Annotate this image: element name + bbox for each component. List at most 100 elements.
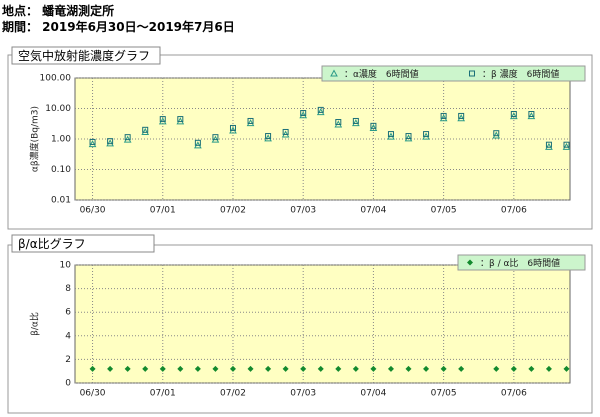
beta-point bbox=[265, 133, 272, 140]
beta-point bbox=[177, 116, 184, 123]
ratio-point bbox=[300, 365, 307, 372]
beta-point bbox=[335, 119, 342, 126]
x-tick-label: 07/03 bbox=[290, 206, 316, 216]
y-tick-label: 6 bbox=[65, 308, 71, 318]
beta-point bbox=[317, 106, 324, 113]
alpha-point bbox=[106, 139, 114, 147]
period: 期間： 2019年6月30日～2019年7月6日 bbox=[2, 20, 235, 34]
y-axis-label: β/α比 bbox=[29, 312, 41, 336]
legend-label: ：β / α比 6時間値 bbox=[480, 257, 560, 269]
ratio-point bbox=[563, 365, 570, 372]
alpha-point bbox=[246, 119, 255, 127]
ratio-point bbox=[247, 365, 254, 372]
y-tick-label: 2 bbox=[65, 355, 71, 365]
alpha-point bbox=[562, 142, 571, 150]
beta-point bbox=[229, 124, 236, 131]
ratio-point bbox=[387, 365, 394, 372]
panel-title: 空気中放射能濃度グラフ bbox=[18, 48, 150, 63]
beta-point bbox=[545, 141, 552, 148]
y-tick-label: 100.00 bbox=[40, 74, 72, 84]
x-tick-label: 07/05 bbox=[431, 206, 457, 216]
beta-point bbox=[563, 141, 570, 148]
ratio-point bbox=[405, 365, 412, 372]
panel-title-box bbox=[11, 46, 161, 65]
beta-point bbox=[423, 131, 430, 138]
ratio-point bbox=[510, 365, 517, 372]
ratio-point bbox=[265, 365, 272, 372]
ratio-point bbox=[493, 365, 500, 372]
beta-point bbox=[300, 110, 307, 117]
plot-area bbox=[74, 264, 571, 384]
beta-point bbox=[194, 139, 201, 146]
y-tick-label: 10 bbox=[60, 261, 72, 271]
ratio-point bbox=[423, 365, 430, 372]
panel-title: β/α比グラフ bbox=[18, 237, 86, 251]
alpha-point bbox=[299, 111, 308, 119]
legend-marker bbox=[330, 69, 338, 77]
beta-point bbox=[124, 134, 131, 141]
ratio-point bbox=[212, 365, 219, 372]
x-tick-label: 07/02 bbox=[220, 389, 246, 399]
alpha-point bbox=[141, 127, 150, 135]
beta-point bbox=[352, 117, 359, 124]
ratio-point bbox=[458, 365, 465, 372]
beta-point bbox=[212, 134, 219, 141]
beta-point bbox=[247, 117, 254, 124]
x-tick-label: 07/01 bbox=[150, 389, 176, 399]
ratio-point bbox=[528, 365, 535, 372]
beta-point bbox=[370, 122, 377, 129]
legend-box bbox=[321, 65, 586, 82]
ratio-point bbox=[194, 365, 201, 372]
ratio-point bbox=[107, 365, 114, 372]
ratio-point bbox=[89, 365, 96, 372]
beta-point bbox=[458, 112, 465, 119]
y-tick-label: 0.01 bbox=[51, 196, 71, 206]
ratio-point bbox=[335, 365, 342, 372]
y-tick-label: 0 bbox=[65, 379, 71, 389]
alpha-point bbox=[369, 123, 378, 131]
ratio-point bbox=[159, 365, 166, 372]
beta-point bbox=[387, 131, 394, 138]
beta-point bbox=[142, 126, 149, 133]
y-axis-label: αβ濃度(Bq/m3) bbox=[29, 106, 41, 172]
alpha-point bbox=[176, 117, 185, 125]
ratio-point bbox=[177, 365, 184, 372]
ratio-point bbox=[440, 365, 447, 372]
beta-point bbox=[282, 128, 289, 135]
legend-label: ：α濃度 6時間値 bbox=[344, 68, 419, 80]
y-tick-label: 1.00 bbox=[51, 135, 71, 145]
ratio-point bbox=[229, 365, 236, 372]
x-tick-label: 07/04 bbox=[360, 389, 386, 399]
ratio-point bbox=[282, 365, 289, 372]
alpha-point bbox=[509, 112, 518, 120]
x-tick-label: 07/06 bbox=[501, 206, 527, 216]
alpha-point bbox=[158, 117, 167, 125]
y-tick-label: 8 bbox=[65, 284, 71, 294]
x-tick-label: 06/30 bbox=[80, 389, 106, 399]
y-tick-label: 0.10 bbox=[51, 165, 71, 175]
x-tick-label: 06/30 bbox=[80, 206, 106, 216]
ratio-point bbox=[352, 365, 359, 372]
y-tick-label: 10.00 bbox=[45, 104, 71, 114]
x-tick-label: 07/01 bbox=[150, 206, 176, 216]
panel-title-box bbox=[11, 234, 155, 253]
alpha-point bbox=[316, 108, 325, 116]
x-tick-label: 07/06 bbox=[501, 389, 527, 399]
alpha-point bbox=[88, 140, 97, 148]
beta-point bbox=[107, 138, 114, 145]
beta-point bbox=[405, 133, 412, 140]
ratio-point bbox=[370, 365, 377, 372]
legend-label: ：β 濃度 6時間値 bbox=[482, 68, 559, 80]
ratio-point bbox=[142, 365, 149, 372]
ratio-point bbox=[545, 365, 552, 372]
legend-box bbox=[457, 254, 586, 271]
x-tick-label: 07/04 bbox=[360, 206, 386, 216]
beta-point bbox=[493, 130, 500, 137]
x-tick-label: 07/02 bbox=[220, 206, 246, 216]
beta-point bbox=[528, 111, 535, 118]
legend-marker bbox=[469, 70, 475, 77]
plot-area bbox=[74, 77, 571, 201]
legend-marker bbox=[467, 259, 473, 266]
location: 地点： 蟠竜湖測定所 bbox=[2, 4, 115, 18]
